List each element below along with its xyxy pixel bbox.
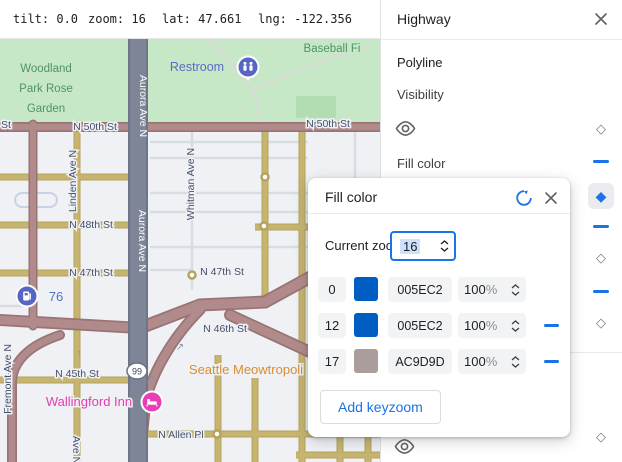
chevron-up-icon[interactable] <box>511 319 520 325</box>
street-labels: Woodland Park Rose Garden Baseball Fi St… <box>0 42 362 462</box>
park-area <box>0 38 380 123</box>
current-zoom-label: Current zoom <box>325 238 404 253</box>
status-lng: lng: -122.356 <box>258 12 352 26</box>
gas-station-marker[interactable] <box>15 284 39 311</box>
ave-n-label: Ave N <box>70 436 82 462</box>
keyzoom-row: 12 005EC2 100 % <box>308 313 570 338</box>
current-zoom-stepper[interactable]: 16 <box>390 231 456 261</box>
linden-ave-label: Linden Ave N <box>67 150 79 212</box>
keyzoom-value[interactable]: 0 <box>318 277 346 302</box>
keyzoom-diamond-visibility[interactable]: ◇ <box>596 121 606 136</box>
park-label-line3: Garden <box>27 103 65 115</box>
panel-title: Highway <box>397 11 451 27</box>
remove-keyzoom-button[interactable] <box>544 324 559 327</box>
wallingford-inn-label: Wallingford Inn <box>46 394 132 409</box>
n50th-label-west: N 50th St <box>73 121 117 133</box>
remove-keyzoom-button[interactable] <box>544 360 559 363</box>
panel-header-divider <box>381 39 622 40</box>
n45th-label: N 45th St <box>55 368 99 380</box>
allen-pl-label: N Allen Pl <box>158 429 204 441</box>
map-canvas[interactable]: → ← ← ↗ ↑ ↗ Woodland Park Rose Garden Ba… <box>0 38 380 462</box>
svg-text:←: ← <box>157 318 167 329</box>
restroom-label: Restroom <box>170 60 224 74</box>
status-lat: lat: 47.661 <box>162 12 242 26</box>
street-label: St <box>1 119 11 131</box>
n46th-label: N 46th St <box>203 323 247 335</box>
svg-text:→: → <box>53 123 63 134</box>
color-swatch[interactable] <box>354 277 378 301</box>
gas-76-label: 76 <box>49 289 63 304</box>
status-tilt: tilt: 0.0 <box>13 12 79 26</box>
keyzoom-value[interactable]: 17 <box>318 349 346 374</box>
restroom-marker[interactable] <box>236 55 260 82</box>
visibility-eye-icon[interactable] <box>395 121 416 136</box>
keyzoom-row: 0 005EC2 100 % <box>308 277 570 302</box>
n48th-label: N 48th St <box>69 219 113 231</box>
chevron-down-icon[interactable] <box>511 327 520 332</box>
hex-color-field[interactable]: 005EC2 <box>388 313 452 338</box>
dialog-title: Fill color <box>325 189 378 205</box>
park-label-line1: Woodland <box>20 63 72 75</box>
aurora-label-north: Aurora Ave N <box>137 75 149 137</box>
park-label-line2: Park Rose <box>19 83 73 95</box>
n47th-label-west: N 47th St <box>69 267 113 279</box>
opacity-field[interactable]: 100 % <box>458 313 526 338</box>
fill-color-dialog: Fill color Current zoom 16 0 005EC2 100 … <box>308 178 570 437</box>
keyzoom-diamond-3[interactable]: ◇ <box>596 315 606 330</box>
dialog-close-icon[interactable] <box>544 191 558 205</box>
dialog-header-divider <box>308 213 570 214</box>
fremont-ave-label: Fremont Ave N <box>2 344 14 414</box>
baseball-field-label: Baseball Fi <box>304 43 361 55</box>
keyzoom-diamond-fill-color-selected[interactable]: ◆ <box>588 183 614 209</box>
meowtropolitan-label: Seattle Meowtropoli <box>189 362 303 377</box>
aurora-label-south: Aurora Ave N <box>136 210 148 272</box>
fill-color-swatch-line[interactable] <box>593 160 609 163</box>
visibility-eye-icon-2[interactable] <box>394 439 415 454</box>
lodging-marker[interactable] <box>140 390 164 417</box>
panel-close-icon[interactable] <box>591 9 611 29</box>
visibility-label: Visibility <box>397 87 444 102</box>
map-status-bar: tilt: 0.0 zoom: 16 lat: 47.661 lng: -122… <box>0 0 380 39</box>
chevron-up-icon[interactable] <box>511 283 520 289</box>
status-zoom: zoom: 16 <box>88 12 146 26</box>
route-99-shield: 99 <box>126 362 148 380</box>
add-keyzoom-button[interactable]: Add keyzoom <box>320 390 441 424</box>
svg-text:←: ← <box>93 320 103 331</box>
section-title-polyline: Polyline <box>397 55 443 70</box>
color-swatch[interactable] <box>354 313 378 337</box>
chevron-down-icon[interactable] <box>440 247 449 252</box>
keyzoom-value[interactable]: 12 <box>318 313 346 338</box>
chevron-down-icon[interactable] <box>511 363 520 368</box>
svg-text:99: 99 <box>132 367 142 377</box>
color-swatch[interactable] <box>354 349 378 373</box>
keyzoom-diamond-2[interactable]: ◇ <box>596 250 606 265</box>
svg-text:↑: ↑ <box>77 348 82 359</box>
chevron-up-icon[interactable] <box>511 355 520 361</box>
n47th-label-east: N 47th St <box>200 266 244 278</box>
hex-color-field[interactable]: 005EC2 <box>388 277 452 302</box>
opacity-field[interactable]: 100 % <box>458 277 526 302</box>
opacity-field[interactable]: 100 % <box>458 349 526 374</box>
svg-text:↗: ↗ <box>146 374 154 385</box>
keyzoom-row: 17 AC9D9D 100 % <box>308 349 570 374</box>
fill-color-label: Fill color <box>397 156 446 171</box>
svg-text:↗: ↗ <box>176 342 184 353</box>
road-nodes <box>187 172 270 439</box>
chevron-down-icon[interactable] <box>511 291 520 296</box>
current-zoom-value[interactable]: 16 <box>400 238 421 254</box>
oneway-arrows: → ← ← ↗ ↑ ↗ <box>53 123 184 385</box>
chevron-up-icon[interactable] <box>440 240 449 245</box>
whitman-ave-label: Whitman Ave N <box>185 148 197 220</box>
stroke-swatch-line-1[interactable] <box>593 225 609 228</box>
hex-color-field[interactable]: AC9D9D <box>388 349 452 374</box>
n50th-label-east: N 50th St <box>306 118 350 130</box>
keyzoom-diamond-4[interactable]: ◇ <box>596 429 606 444</box>
stroke-swatch-line-2[interactable] <box>593 290 609 293</box>
reset-icon[interactable] <box>515 189 533 207</box>
